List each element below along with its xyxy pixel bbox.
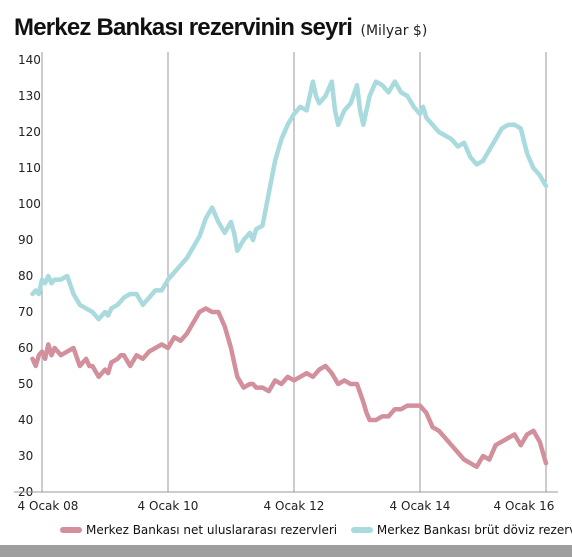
series-line-gross [30, 79, 549, 322]
y-tick-label: 130 [18, 89, 41, 103]
y-tick-label: 70 [18, 305, 33, 319]
x-tick-label: 4 Ocak 10 [138, 499, 199, 513]
y-tick-label: 110 [18, 161, 41, 175]
y-tick-label: 90 [18, 233, 33, 247]
x-tick-label: 4 Ocak 08 [18, 499, 79, 513]
series-layer [30, 79, 549, 470]
legend-item-net: Merkez Bankası net uluslararası rezervle… [60, 523, 337, 537]
x-tick-label: 4 Ocak 12 [264, 499, 325, 513]
y-tick-label: 100 [18, 197, 41, 211]
legend-label-gross: Merkez Bankası brüt döviz rezervi [376, 523, 572, 537]
x-axis-ticks: 4 Ocak 08 4 Ocak 10 4 Ocak 12 4 Ocak 14 4 Oc… [18, 499, 555, 513]
x-tick-label: 4 Ocak 16 [494, 499, 555, 513]
y-tick-label: 40 [18, 413, 33, 427]
legend-swatch-gross [350, 527, 373, 533]
legend-item-gross: Merkez Bankası brüt döviz rezervi [350, 523, 572, 537]
y-tick-label: 120 [18, 125, 41, 139]
legend: Merkez Bankası net uluslararası rezervle… [60, 522, 572, 537]
series-line-net [30, 306, 549, 470]
bottom-bar [0, 545, 572, 557]
y-tick-label: 140 [18, 53, 41, 67]
y-tick-label: 60 [18, 341, 33, 355]
chart-title-row: Merkez Bankası rezervinin seyri (Milyar … [14, 14, 427, 42]
legend-label-net: Merkez Bankası net uluslararası rezervle… [86, 523, 338, 537]
gridlines [41, 52, 547, 492]
y-tick-label: 80 [18, 269, 33, 283]
chart-unit: (Milyar $) [360, 23, 428, 39]
legend-swatch-net [60, 527, 82, 533]
y-tick-label: 50 [18, 377, 33, 391]
x-tick-label: 4 Ocak 14 [390, 499, 451, 513]
chart-title: Merkez Bankası rezervinin seyri [14, 14, 353, 41]
y-tick-label: 30 [18, 449, 33, 463]
